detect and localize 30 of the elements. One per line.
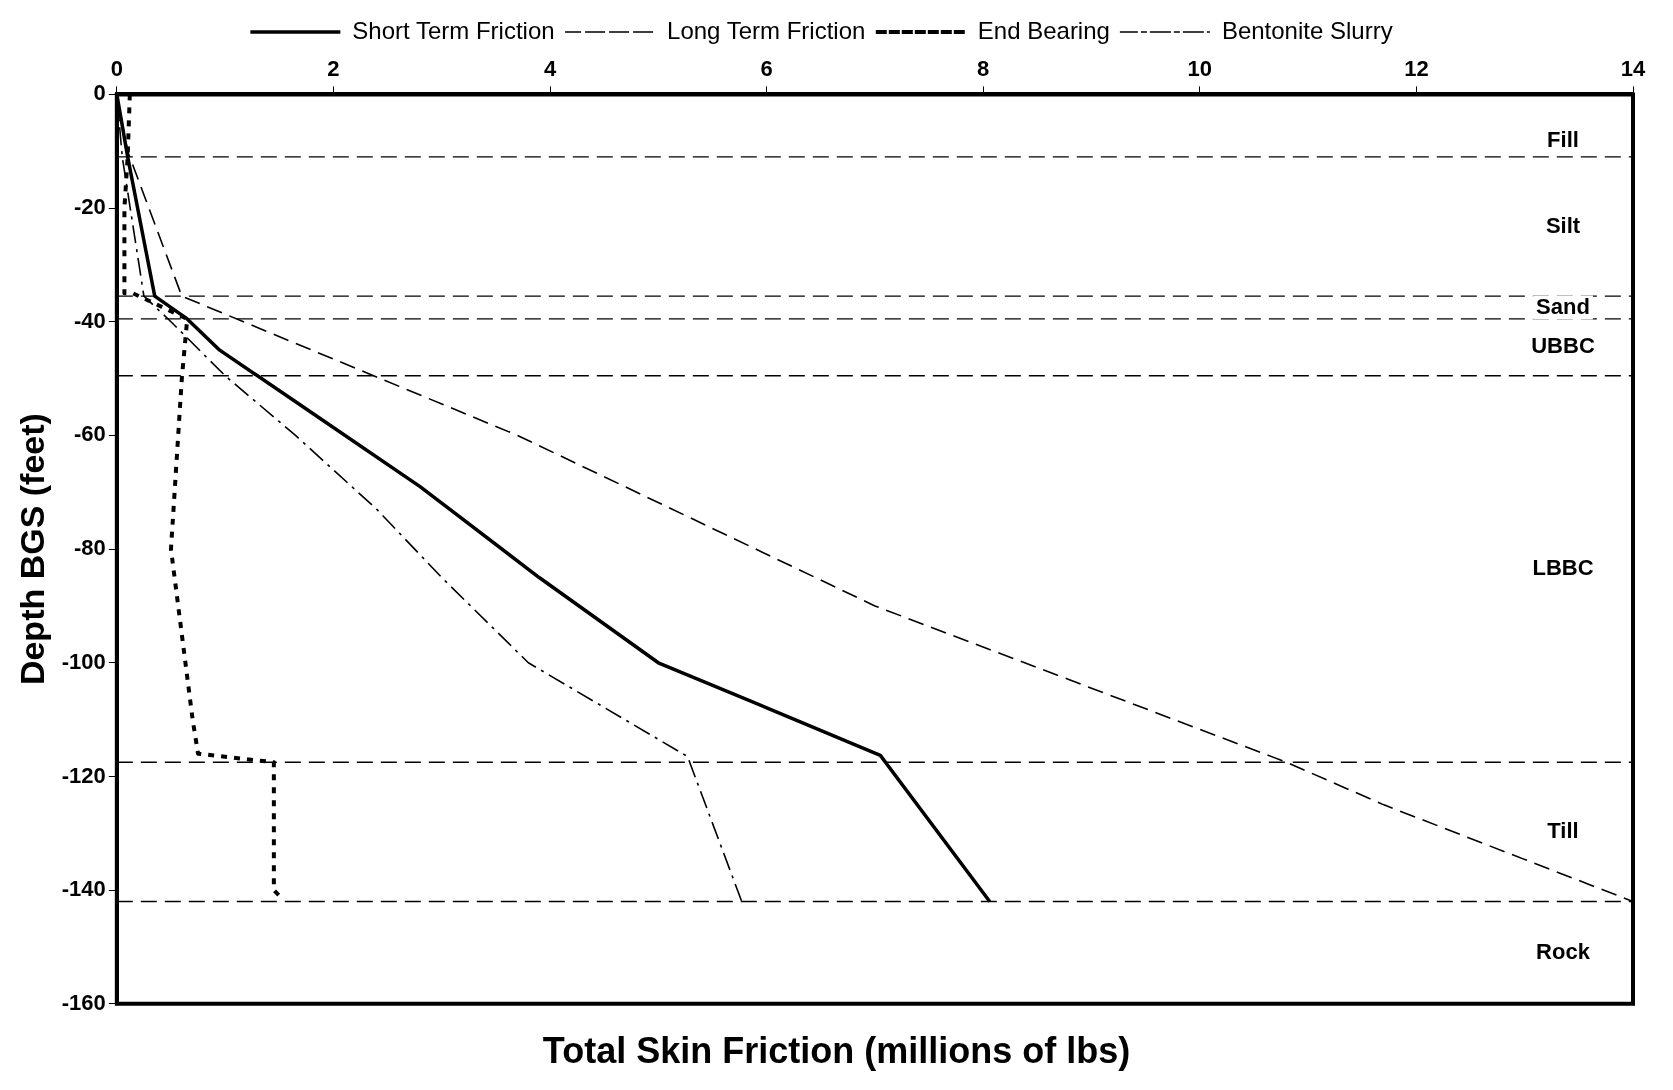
x-tick-label: 10 <box>1187 56 1213 82</box>
y-tick-label: -140 <box>61 876 106 902</box>
legend-label: Bentonite Slurry <box>1221 16 1393 44</box>
annotation: UBBC <box>1531 333 1595 359</box>
annotation: Fill <box>1547 126 1579 152</box>
y-tick-label: -80 <box>74 535 106 561</box>
y-tick-label: -160 <box>61 989 106 1015</box>
x-tick-label: 0 <box>110 56 123 82</box>
annotation: LBBC <box>1532 555 1594 581</box>
annotation: Till <box>1547 817 1579 843</box>
y-tick-label: -60 <box>74 421 106 447</box>
y-tick-label: -120 <box>61 762 106 788</box>
annotation: Rock <box>1536 938 1591 964</box>
legend-label: End Bearing <box>977 16 1110 44</box>
y-tick-label: -100 <box>61 648 106 674</box>
x-axis-title: Total Skin Friction (millions of lbs) <box>541 1030 1132 1072</box>
x-tick-label: 2 <box>327 56 340 82</box>
annotation: Sand <box>1536 293 1590 319</box>
x-tick-label: 12 <box>1404 56 1429 82</box>
y-tick-label: 0 <box>93 80 106 106</box>
legend-label: Short Term Friction <box>352 16 555 44</box>
legend-label: Long Term Friction <box>667 16 866 44</box>
x-tick-label: 4 <box>543 56 557 82</box>
x-tick-label: 8 <box>977 56 990 82</box>
y-tick-label: -20 <box>74 194 106 220</box>
annotation: Silt <box>1545 212 1581 238</box>
y-axis-title: Depth BGS (feet) <box>12 413 51 686</box>
x-tick-label: 6 <box>760 56 773 82</box>
x-tick-label: 14 <box>1620 56 1646 82</box>
y-tick-label: -40 <box>74 307 106 333</box>
